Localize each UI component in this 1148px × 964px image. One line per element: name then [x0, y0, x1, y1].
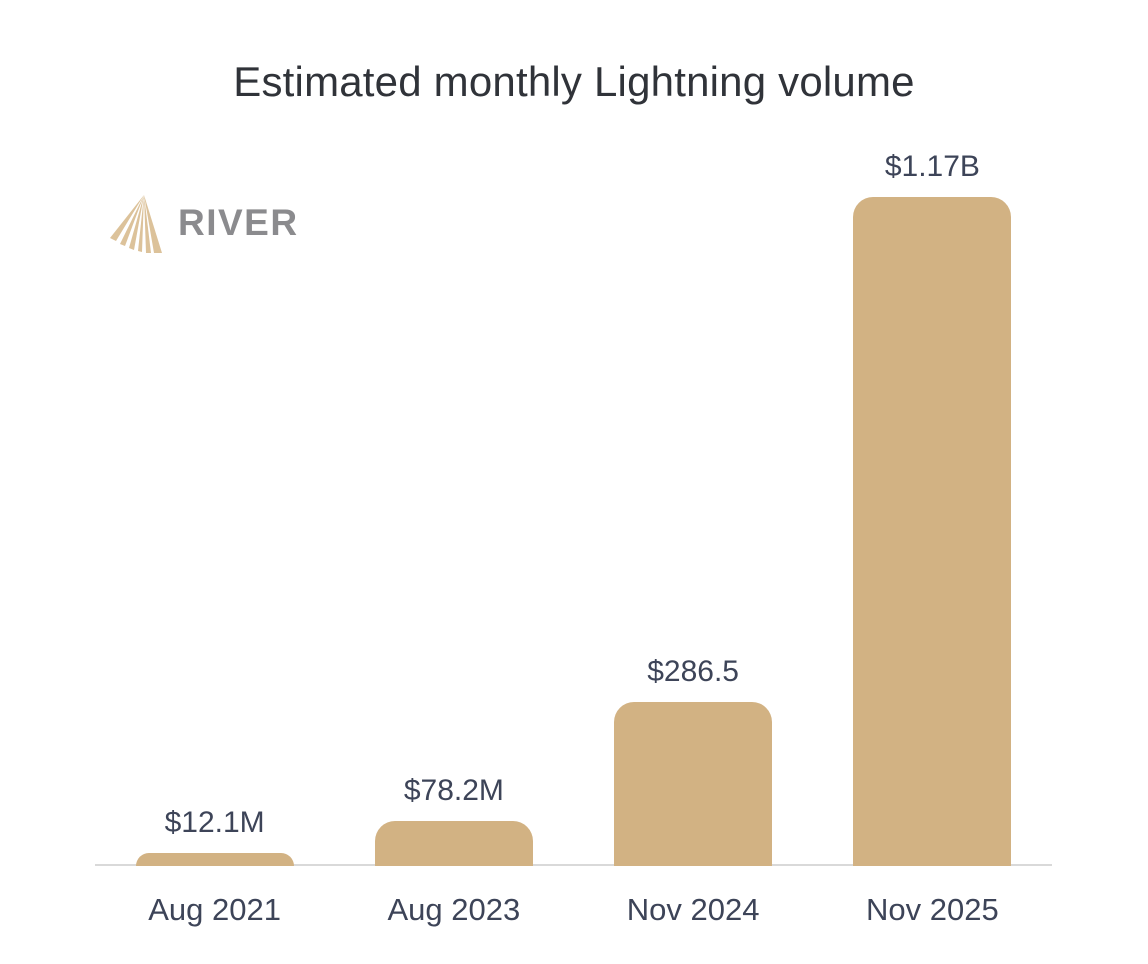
bar-group: $12.1M — [95, 806, 334, 866]
bar-value-label: $1.17B — [884, 150, 980, 183]
bar-group: $1.17B — [813, 150, 1052, 866]
plot-bars: $12.1M $78.2M $286.5 $1.17B — [95, 0, 1052, 866]
bar — [374, 821, 533, 866]
x-axis-baseline — [95, 864, 1052, 866]
x-axis-tick-label: Aug 2021 — [148, 892, 281, 927]
bar — [135, 853, 294, 866]
x-axis-tick-label: Nov 2025 — [866, 892, 999, 927]
river-logo: RIVER — [108, 192, 299, 254]
x-axis: Aug 2021 Aug 2023 Nov 2024 Nov 2025 — [95, 892, 1052, 928]
river-rays-icon — [108, 192, 166, 254]
bar-value-label: $12.1M — [164, 806, 265, 839]
bar-value-label: $286.5 — [647, 655, 739, 688]
river-logo-text: RIVER — [178, 202, 299, 243]
bar-group: $78.2M — [334, 774, 573, 866]
bar — [614, 702, 773, 866]
chart-title: Estimated monthly Lightning volume — [233, 58, 915, 105]
x-axis-tick-label: Nov 2024 — [626, 892, 760, 927]
x-axis-tick-label: Aug 2023 — [387, 892, 521, 927]
bar-value-label: $78.2M — [403, 774, 504, 807]
bar — [853, 197, 1012, 866]
bar-group: $286.5 — [574, 655, 813, 866]
logo-mark-shape — [110, 195, 162, 253]
